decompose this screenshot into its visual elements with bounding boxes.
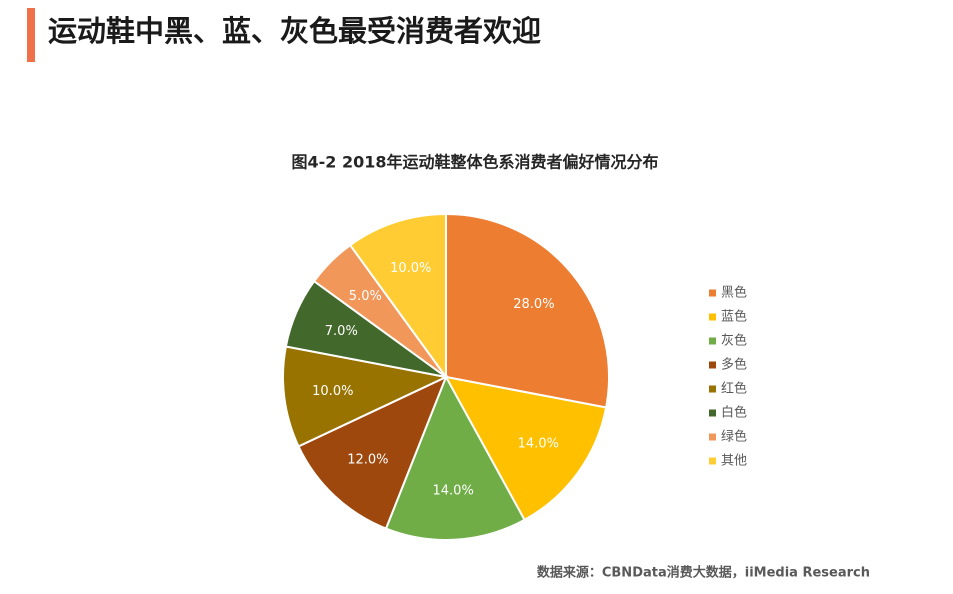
pie-slice [444,375,608,522]
data-label: 10.0% [390,261,431,276]
pie-slice [445,212,610,409]
legend-label: 红色 [721,381,747,397]
legend-label: 多色 [721,357,747,373]
pie-slice [297,375,448,530]
legend-swatch [709,433,716,441]
data-label: 28.0% [513,297,554,312]
data-label: 10.0% [312,384,353,399]
data-label: 12.0% [347,453,388,468]
legend-label: 其他 [721,454,747,469]
legend-swatch [709,289,716,297]
data-label: 14.0% [518,437,559,452]
data-label: 7.0% [325,324,358,339]
legend-label: 白色 [721,405,747,421]
legend-swatch [709,337,716,345]
data-label: 14.0% [433,483,474,498]
source-note: 数据来源：CBNData消费大数据，iiMedia Research [537,565,870,581]
chart-title: 图4-2 2018年运动鞋整体色系消费者偏好情况分布 [291,153,658,172]
legend-label: 黑色 [721,285,747,301]
header-title: 运动鞋中黑、蓝、灰色最受消费者欢迎 [48,14,541,48]
legend-label: 灰色 [721,333,747,349]
legend-swatch [709,385,716,393]
pie-slice [384,374,526,541]
legend-swatch [709,361,716,369]
header-accent [27,8,35,62]
legend-label: 蓝色 [721,309,747,325]
pie-slice [282,345,450,448]
legend-label: 绿色 [721,429,747,445]
data-label: 5.0% [349,289,382,304]
legend-swatch [709,313,716,321]
pie-slice [348,212,447,381]
legend-swatch [709,457,716,465]
legend-swatch [709,409,716,417]
